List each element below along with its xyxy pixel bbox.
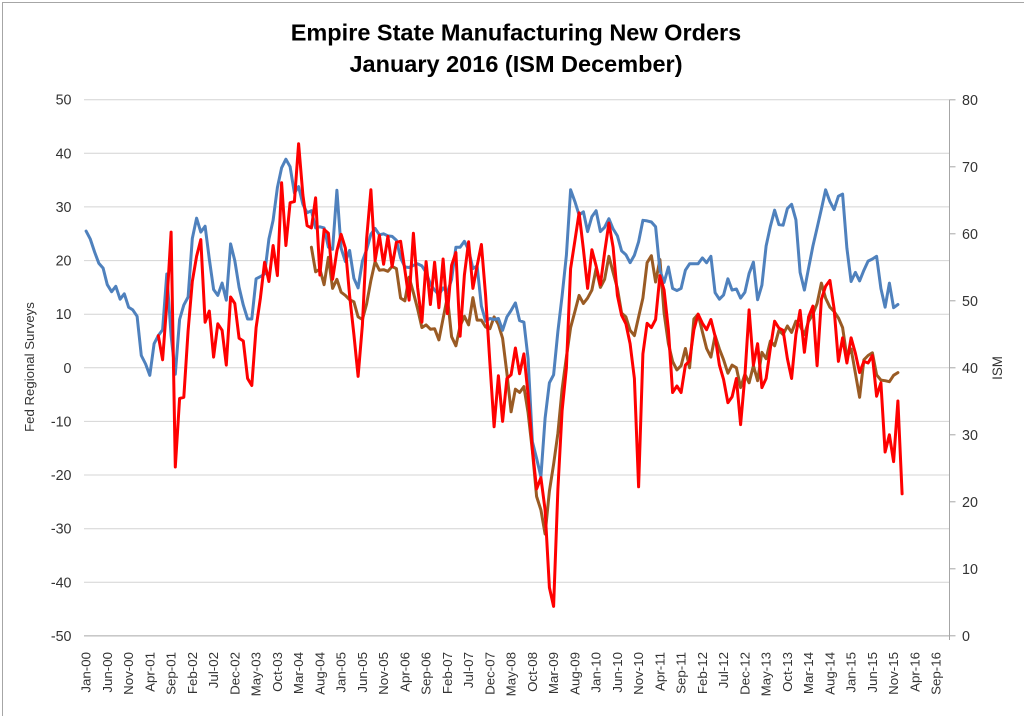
svg-text:0: 0 — [962, 629, 970, 645]
svg-text:Jan-10: Jan-10 — [589, 652, 604, 693]
svg-text:Feb-07: Feb-07 — [440, 652, 455, 694]
svg-text:50: 50 — [962, 294, 978, 310]
svg-text:Empire State Manufacturing New: Empire State Manufacturing New Orders — [291, 20, 742, 46]
svg-text:Nov-15: Nov-15 — [886, 652, 901, 695]
svg-text:10: 10 — [962, 562, 978, 578]
svg-text:Nov-10: Nov-10 — [631, 652, 646, 695]
svg-text:20: 20 — [962, 495, 978, 511]
svg-text:May-13: May-13 — [759, 652, 774, 696]
svg-text:Sep-06: Sep-06 — [419, 652, 434, 695]
svg-text:-10: -10 — [51, 414, 72, 430]
svg-text:Jul-07: Jul-07 — [461, 652, 476, 688]
svg-text:Nov-05: Nov-05 — [376, 652, 391, 695]
svg-text:Mar-14: Mar-14 — [801, 652, 816, 694]
svg-text:-50: -50 — [51, 629, 72, 645]
svg-text:Feb-12: Feb-12 — [695, 652, 710, 694]
svg-text:Oct-08: Oct-08 — [525, 652, 540, 692]
svg-text:Jun-10: Jun-10 — [610, 652, 625, 693]
svg-text:Nov-00: Nov-00 — [121, 652, 136, 695]
svg-text:-20: -20 — [51, 468, 72, 484]
svg-text:Aug-14: Aug-14 — [822, 652, 837, 695]
svg-text:Dec-07: Dec-07 — [482, 652, 497, 695]
svg-text:60: 60 — [962, 227, 978, 243]
svg-text:Feb-02: Feb-02 — [185, 652, 200, 694]
svg-text:0: 0 — [64, 361, 72, 377]
svg-text:70: 70 — [962, 160, 978, 176]
svg-text:Jan-15: Jan-15 — [844, 652, 859, 693]
svg-text:Jun-00: Jun-00 — [100, 652, 115, 693]
svg-text:30: 30 — [962, 428, 978, 444]
svg-text:Aug-04: Aug-04 — [312, 652, 327, 695]
svg-text:Jan-05: Jan-05 — [334, 652, 349, 693]
svg-text:Dec-12: Dec-12 — [737, 652, 752, 695]
svg-text:-30: -30 — [51, 522, 72, 538]
svg-text:January 2016 (ISM December): January 2016 (ISM December) — [349, 51, 682, 77]
svg-text:Sep-01: Sep-01 — [164, 652, 179, 695]
svg-text:Apr-01: Apr-01 — [142, 652, 157, 692]
svg-text:Oct-13: Oct-13 — [780, 652, 795, 692]
svg-text:May-08: May-08 — [504, 652, 519, 696]
svg-text:20: 20 — [56, 254, 72, 270]
svg-text:Apr-16: Apr-16 — [907, 652, 922, 692]
svg-text:Dec-02: Dec-02 — [227, 652, 242, 695]
svg-text:Jan-00: Jan-00 — [79, 652, 94, 693]
svg-text:Mar-04: Mar-04 — [291, 652, 306, 694]
svg-text:Jul-02: Jul-02 — [206, 652, 221, 688]
svg-text:-40: -40 — [51, 575, 72, 591]
svg-text:Jun-05: Jun-05 — [355, 652, 370, 693]
svg-text:Jul-12: Jul-12 — [716, 652, 731, 688]
svg-text:May-03: May-03 — [249, 652, 264, 696]
svg-text:Jun-15: Jun-15 — [865, 652, 880, 693]
svg-text:Aug-09: Aug-09 — [567, 652, 582, 695]
svg-text:Apr-06: Apr-06 — [397, 652, 412, 692]
svg-text:30: 30 — [56, 200, 72, 216]
svg-text:40: 40 — [962, 361, 978, 377]
svg-text:Oct-03: Oct-03 — [270, 652, 285, 692]
svg-text:ISM: ISM — [990, 356, 1005, 380]
svg-text:Sep-16: Sep-16 — [929, 652, 944, 695]
svg-text:10: 10 — [56, 307, 72, 323]
svg-text:40: 40 — [56, 146, 72, 162]
svg-text:Mar-09: Mar-09 — [546, 652, 561, 694]
svg-text:50: 50 — [56, 93, 72, 109]
svg-text:Sep-11: Sep-11 — [674, 652, 689, 694]
svg-text:Apr-11: Apr-11 — [652, 652, 667, 691]
svg-text:Fed Regional Surveys: Fed Regional Surveys — [22, 302, 37, 432]
svg-text:80: 80 — [962, 93, 978, 109]
